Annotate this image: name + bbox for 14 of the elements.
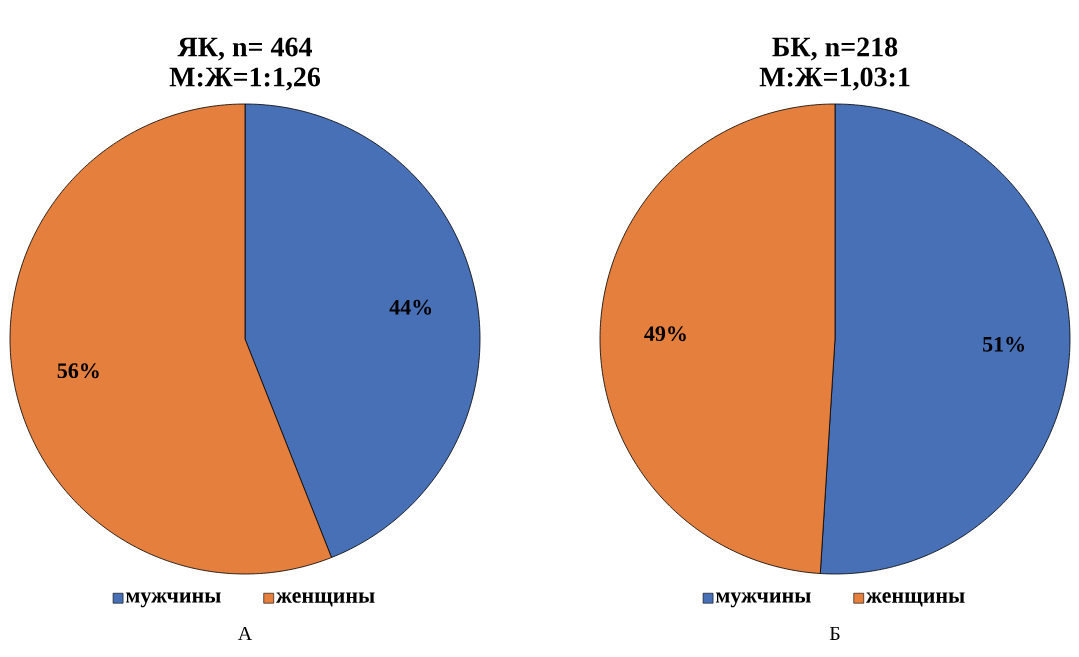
legend-label: мужчины xyxy=(715,592,811,608)
chart-subtitle: М:Ж=1,03:1 xyxy=(759,67,910,91)
legend-label: женщины xyxy=(866,592,965,607)
data-label: 44% xyxy=(389,299,432,315)
data-label: 49% xyxy=(644,326,686,342)
chart-subtitle: М:Ж=1:1,26 xyxy=(169,67,321,91)
legend-label: женщины xyxy=(276,592,375,607)
chart-title: ЯК, n= 464 xyxy=(177,37,312,61)
data-label: 51% xyxy=(982,336,1025,352)
data-label: 56% xyxy=(57,363,99,379)
legend-label: мужчины xyxy=(125,592,221,608)
chart-title: БК, n=218 xyxy=(772,37,898,61)
text: А xyxy=(237,626,253,641)
text: Б xyxy=(829,626,840,640)
